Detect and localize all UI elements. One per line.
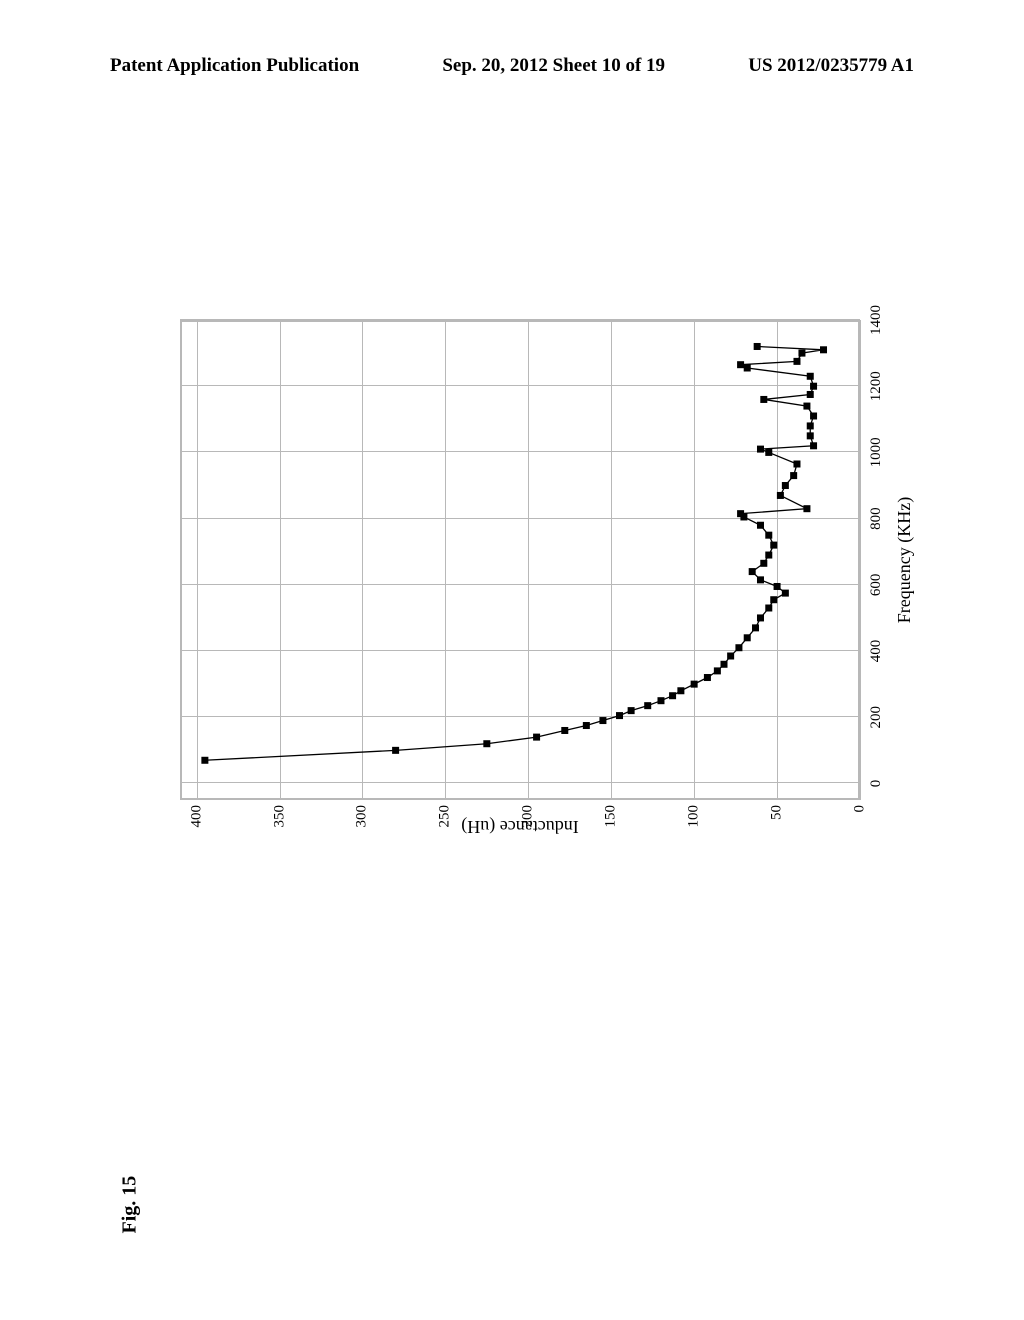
y-tick-label: 0 bbox=[852, 805, 869, 845]
chart-marker bbox=[644, 702, 651, 709]
chart-marker bbox=[770, 596, 777, 603]
figure-label: Fig. 15 bbox=[119, 1176, 142, 1234]
chart-marker bbox=[820, 346, 827, 353]
header-sheet-info: Sep. 20, 2012 Sheet 10 of 19 bbox=[442, 55, 665, 77]
header-patent-number: US 2012/0235779 A1 bbox=[748, 55, 914, 77]
page-header: Patent Application Publication Sep. 20, … bbox=[0, 55, 1024, 77]
chart-marker bbox=[744, 365, 751, 372]
x-tick-label: 400 bbox=[868, 626, 885, 676]
chart-marker bbox=[810, 442, 817, 449]
chart-marker bbox=[803, 505, 810, 512]
chart-marker bbox=[561, 727, 568, 734]
chart-marker bbox=[749, 568, 756, 575]
chart-marker bbox=[691, 681, 698, 688]
chart-marker bbox=[752, 624, 759, 631]
chart-marker bbox=[737, 361, 744, 368]
chart-marker bbox=[483, 740, 490, 747]
y-tick-label: 100 bbox=[686, 805, 703, 845]
chart-marker bbox=[201, 757, 208, 764]
chart-marker bbox=[790, 472, 797, 479]
chart-marker bbox=[807, 422, 814, 429]
chart-marker bbox=[757, 614, 764, 621]
chart-marker bbox=[782, 590, 789, 597]
chart-line bbox=[205, 346, 824, 760]
y-tick-label: 150 bbox=[603, 805, 620, 845]
x-tick-label: 0 bbox=[868, 758, 885, 808]
chart-marker bbox=[807, 432, 814, 439]
chart-marker bbox=[628, 707, 635, 714]
header-publication: Patent Application Publication bbox=[110, 55, 359, 77]
chart-marker bbox=[657, 697, 664, 704]
chart-marker bbox=[757, 446, 764, 453]
y-tick-label: 400 bbox=[188, 805, 205, 845]
chart-marker bbox=[727, 653, 734, 660]
chart-marker bbox=[760, 396, 767, 403]
chart-marker bbox=[765, 449, 772, 456]
chart-marker bbox=[744, 634, 751, 641]
chart-marker bbox=[714, 667, 721, 674]
chart-container: 050100150200250300350400 020040060080010… bbox=[180, 320, 860, 800]
chart-marker bbox=[810, 413, 817, 420]
chart-marker bbox=[757, 522, 764, 529]
chart-marker bbox=[807, 391, 814, 398]
chart-marker bbox=[599, 717, 606, 724]
chart-marker bbox=[777, 492, 784, 499]
x-tick-label: 1200 bbox=[868, 361, 885, 411]
chart-marker bbox=[392, 747, 399, 754]
gridline-horizontal bbox=[860, 320, 861, 800]
y-tick-label: 350 bbox=[271, 805, 288, 845]
x-tick-label: 800 bbox=[868, 494, 885, 544]
y-tick-label: 250 bbox=[437, 805, 454, 845]
x-tick-label: 1000 bbox=[868, 427, 885, 477]
chart-marker bbox=[760, 560, 767, 567]
chart-marker bbox=[735, 644, 742, 651]
chart-marker bbox=[704, 674, 711, 681]
chart-marker bbox=[757, 576, 764, 583]
chart-marker bbox=[810, 383, 817, 390]
chart-marker bbox=[793, 358, 800, 365]
x-tick-label: 200 bbox=[868, 692, 885, 742]
x-axis-label: Frequency (KHz) bbox=[894, 497, 915, 623]
y-axis-label: Inductance (uH) bbox=[461, 816, 578, 837]
y-tick-label: 50 bbox=[769, 805, 786, 845]
chart-marker bbox=[798, 350, 805, 357]
chart-marker bbox=[737, 510, 744, 517]
chart-marker bbox=[616, 712, 623, 719]
chart-marker bbox=[782, 482, 789, 489]
chart-marker bbox=[803, 403, 810, 410]
chart-plot bbox=[180, 320, 860, 800]
y-tick-label: 300 bbox=[354, 805, 371, 845]
chart-marker bbox=[721, 661, 728, 668]
chart-marker bbox=[765, 532, 772, 539]
chart-marker bbox=[533, 734, 540, 741]
chart-marker bbox=[583, 722, 590, 729]
chart-marker bbox=[807, 373, 814, 380]
chart-marker bbox=[677, 687, 684, 694]
chart-marker bbox=[770, 542, 777, 549]
chart-marker bbox=[669, 692, 676, 699]
chart-marker bbox=[765, 605, 772, 612]
chart-marker bbox=[754, 343, 761, 350]
x-tick-label: 600 bbox=[868, 560, 885, 610]
chart-marker bbox=[793, 461, 800, 468]
chart-marker bbox=[774, 583, 781, 590]
x-tick-label: 1400 bbox=[868, 295, 885, 345]
chart-marker bbox=[765, 552, 772, 559]
